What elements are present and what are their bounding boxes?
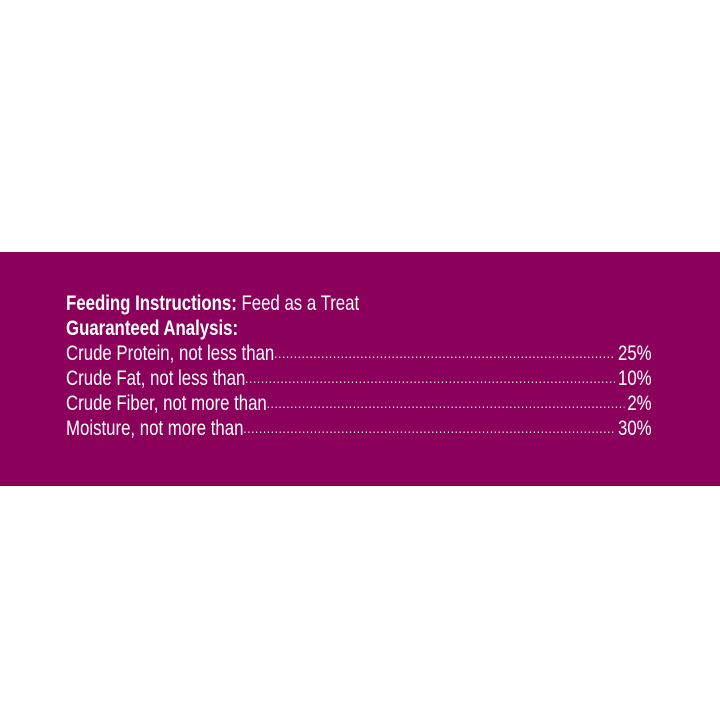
row-label: Crude Protein, not less than (66, 342, 275, 365)
dot-leader (243, 416, 614, 441)
row-value: 10% (617, 367, 652, 390)
row-value: 30% (617, 417, 652, 440)
row-label: Moisture, not more than (66, 417, 244, 440)
analysis-row: Crude Fat, not less than 10% (66, 366, 652, 391)
analysis-row: Crude Fiber, not more than 2% (66, 391, 652, 416)
feeding-instructions: Feeding Instructions: Feed as a Treat (66, 291, 652, 316)
dot-leader (267, 391, 624, 416)
row-label: Crude Fat, not less than (66, 367, 246, 390)
dot-leader (245, 366, 614, 391)
feeding-value: Feed as a Treat (241, 292, 360, 315)
row-value: 25% (617, 342, 652, 365)
analysis-row: Crude Protein, not less than 25% (66, 341, 652, 366)
feeding-label: Feeding Instructions: (66, 292, 237, 315)
row-value: 2% (627, 392, 652, 415)
analysis-title: Guaranteed Analysis: (66, 317, 239, 340)
dot-leader (274, 341, 615, 366)
row-label: Crude Fiber, not more than (66, 392, 267, 415)
analysis-row: Moisture, not more than 30% (66, 416, 652, 441)
label-content: Feeding Instructions: Feed as a Treat Gu… (66, 291, 652, 441)
